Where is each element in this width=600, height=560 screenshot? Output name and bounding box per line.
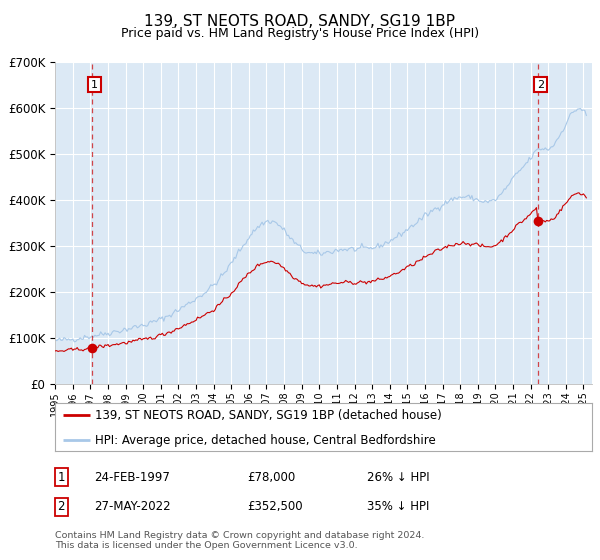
Text: 139, ST NEOTS ROAD, SANDY, SG19 1BP (detached house): 139, ST NEOTS ROAD, SANDY, SG19 1BP (det…: [95, 409, 442, 422]
Text: Contains HM Land Registry data © Crown copyright and database right 2024.
This d: Contains HM Land Registry data © Crown c…: [55, 530, 425, 550]
Text: 27-MAY-2022: 27-MAY-2022: [94, 500, 171, 514]
Text: 35% ↓ HPI: 35% ↓ HPI: [367, 500, 430, 514]
Text: 2: 2: [58, 500, 65, 514]
Text: 2: 2: [537, 80, 544, 90]
Text: 24-FEB-1997: 24-FEB-1997: [94, 470, 170, 484]
Text: 139, ST NEOTS ROAD, SANDY, SG19 1BP: 139, ST NEOTS ROAD, SANDY, SG19 1BP: [145, 14, 455, 29]
Text: £78,000: £78,000: [247, 470, 295, 484]
Text: Price paid vs. HM Land Registry's House Price Index (HPI): Price paid vs. HM Land Registry's House …: [121, 27, 479, 40]
Text: £352,500: £352,500: [247, 500, 303, 514]
Text: 1: 1: [58, 470, 65, 484]
Text: 1: 1: [91, 80, 98, 90]
Text: 26% ↓ HPI: 26% ↓ HPI: [367, 470, 430, 484]
Text: HPI: Average price, detached house, Central Bedfordshire: HPI: Average price, detached house, Cent…: [95, 434, 436, 447]
